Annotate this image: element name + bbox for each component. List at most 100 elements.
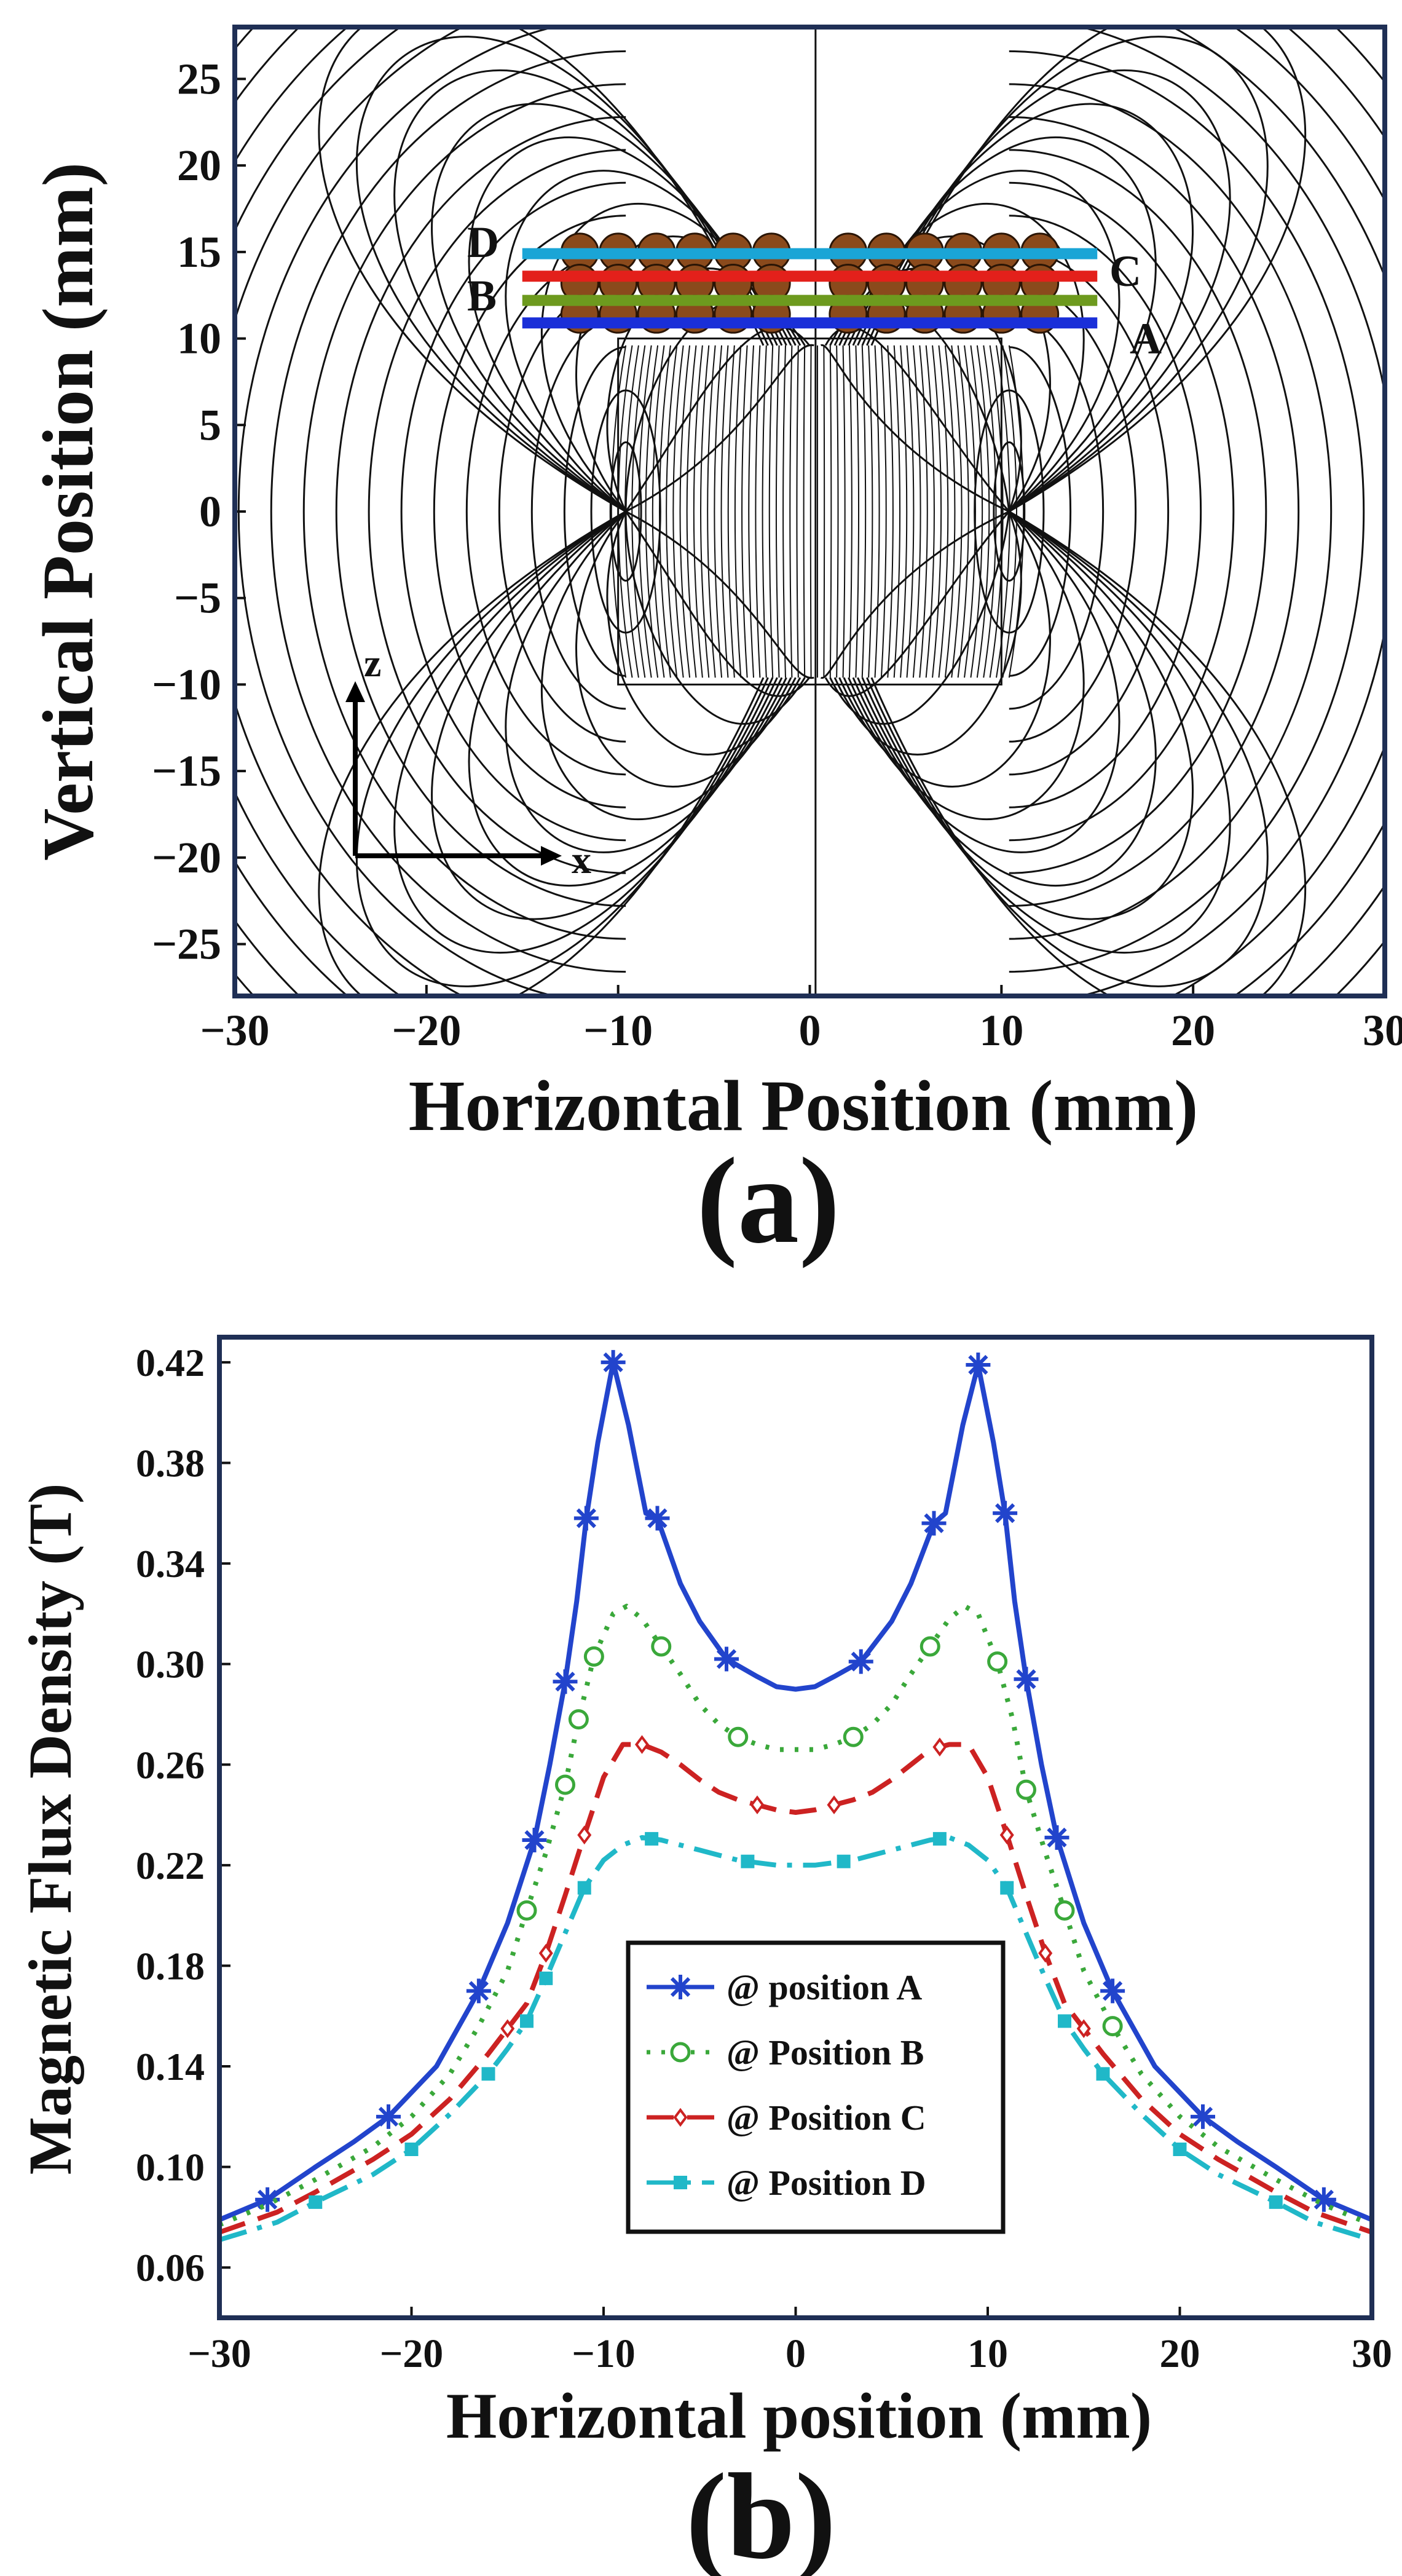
legend-marker [670, 2042, 691, 2063]
data-point [827, 1795, 841, 1815]
data-point [1016, 1779, 1036, 1800]
measurement-label-d: D [467, 218, 499, 267]
y-tick-label: 0.38 [136, 1441, 205, 1485]
data-point [601, 1349, 626, 1375]
field-line-left [235, 27, 464, 996]
magnet-outline [617, 338, 1002, 685]
y-tick-label: 0.10 [136, 2146, 205, 2189]
field-line-inner [658, 345, 671, 678]
x-tick-label: −10 [583, 1006, 653, 1055]
field-line-inner [672, 345, 684, 678]
field-line-inner [906, 345, 915, 678]
x-tick-label: 0 [799, 1006, 821, 1055]
data-point [1038, 1943, 1053, 1963]
field-line-inner [803, 345, 806, 678]
panel-a-label: (a) [696, 1133, 840, 1269]
y-tick-label: 0.34 [136, 1542, 205, 1586]
data-point [1102, 2016, 1123, 2037]
field-line-bottom [393, 510, 774, 954]
data-point [568, 1709, 589, 1730]
legend-label: @ Position D [727, 2163, 926, 2203]
field-line-bottom [820, 510, 1010, 679]
field-line-right [1009, 280, 1137, 743]
measurement-label-a: A [1130, 314, 1162, 363]
field-line-bottom [625, 510, 814, 679]
field-line-right [1009, 313, 1105, 710]
series-2 [219, 1603, 1372, 2227]
panel-a-ylabel: Vertical Position (mm) [28, 162, 108, 861]
field-line-inner [951, 345, 963, 678]
data-point [555, 1774, 575, 1795]
field-line-inner [919, 345, 928, 678]
data-point [645, 1506, 670, 1531]
panel-b-chart: −30 −20 −10 0 10 20 30 0.06 0.10 0.14 0.18 0.22 0.26… [16, 1335, 1392, 2576]
data-point [1311, 2187, 1336, 2212]
data-point [741, 1854, 755, 1868]
field-line-inner [1002, 345, 1018, 678]
x-tick-label: 0 [786, 2331, 806, 2376]
legend-label: @ Position C [727, 2098, 926, 2138]
field-line-inner [768, 345, 774, 678]
data-point [376, 2104, 401, 2129]
y-tick-label: 0.26 [136, 1743, 205, 1787]
field-line-inner [874, 345, 880, 678]
field-line-inner [762, 345, 767, 678]
panel-b-ticks: −30 −20 −10 0 10 20 30 0.06 0.10 0.14 0.18 0.22 0.26… [136, 1341, 1392, 2376]
series-line [219, 1835, 1372, 2243]
field-line-inner [976, 345, 990, 678]
field-line-bottom [575, 511, 797, 788]
field-line-left [270, 50, 626, 973]
field-line-bottom [540, 510, 792, 821]
panel-a-field-lines: A B C D −30 −20 −10 0 10 20 30 25 20 15 10 5 0 −5 −10 −15 −… [28, 25, 1402, 1269]
data-point [1076, 2019, 1091, 2039]
x-tick-label: 30 [1363, 1006, 1402, 1055]
field-line-inner [727, 345, 735, 678]
field-line-right [1009, 181, 1235, 842]
data-point [309, 2195, 323, 2209]
y-tick-label: 15 [177, 227, 221, 277]
data-point [1269, 2195, 1283, 2209]
field-line-inner [887, 345, 894, 678]
y-tick-label: 25 [177, 54, 221, 103]
data-point [481, 2067, 495, 2081]
field-line-right [1009, 116, 1300, 907]
coordinate-axes: z x [345, 641, 591, 882]
field-line-inner [734, 345, 742, 678]
y-tick-label: −20 [152, 833, 221, 882]
field-line-inner [686, 345, 697, 678]
data-point [583, 1646, 604, 1667]
y-tick-label: 0.30 [136, 1643, 205, 1686]
y-tick-label: 0.14 [136, 2045, 205, 2088]
x-tick-label: −30 [200, 1006, 269, 1055]
field-line-inner [970, 345, 983, 678]
panel-a-xlabel: Horizontal Position (mm) [409, 1065, 1199, 1146]
data-point [635, 1735, 649, 1754]
field-line-left [400, 181, 626, 842]
field-line-inner [755, 345, 761, 678]
field-loop [609, 441, 642, 582]
field-line-inner [932, 345, 942, 678]
field-line-inner [989, 345, 1004, 678]
field-line-inner [868, 345, 873, 678]
data-point [1044, 1825, 1069, 1850]
field-line-top [861, 69, 1231, 513]
panel-a-frame [232, 25, 1387, 998]
field-line-inner [714, 345, 723, 678]
x-tick-label: 10 [979, 1006, 1023, 1055]
z-axis-label: z [364, 641, 381, 685]
field-line-right [1009, 215, 1202, 808]
field-line-inner [796, 345, 799, 678]
data-point [843, 1726, 864, 1747]
field-line-inner [912, 345, 921, 678]
field-line-inner [782, 345, 786, 678]
series-line [219, 1603, 1372, 2227]
data-point [932, 1737, 947, 1756]
x-tick-label: 20 [1160, 2331, 1200, 2376]
measurement-lines: A B C D [467, 218, 1162, 363]
data-point [993, 1501, 1018, 1526]
y-tick-label: 0.22 [136, 1844, 205, 1887]
legend-marker [674, 2176, 687, 2189]
data-point [577, 1881, 591, 1895]
data-point [750, 1795, 765, 1815]
y-tick-label: 0.42 [136, 1341, 205, 1385]
